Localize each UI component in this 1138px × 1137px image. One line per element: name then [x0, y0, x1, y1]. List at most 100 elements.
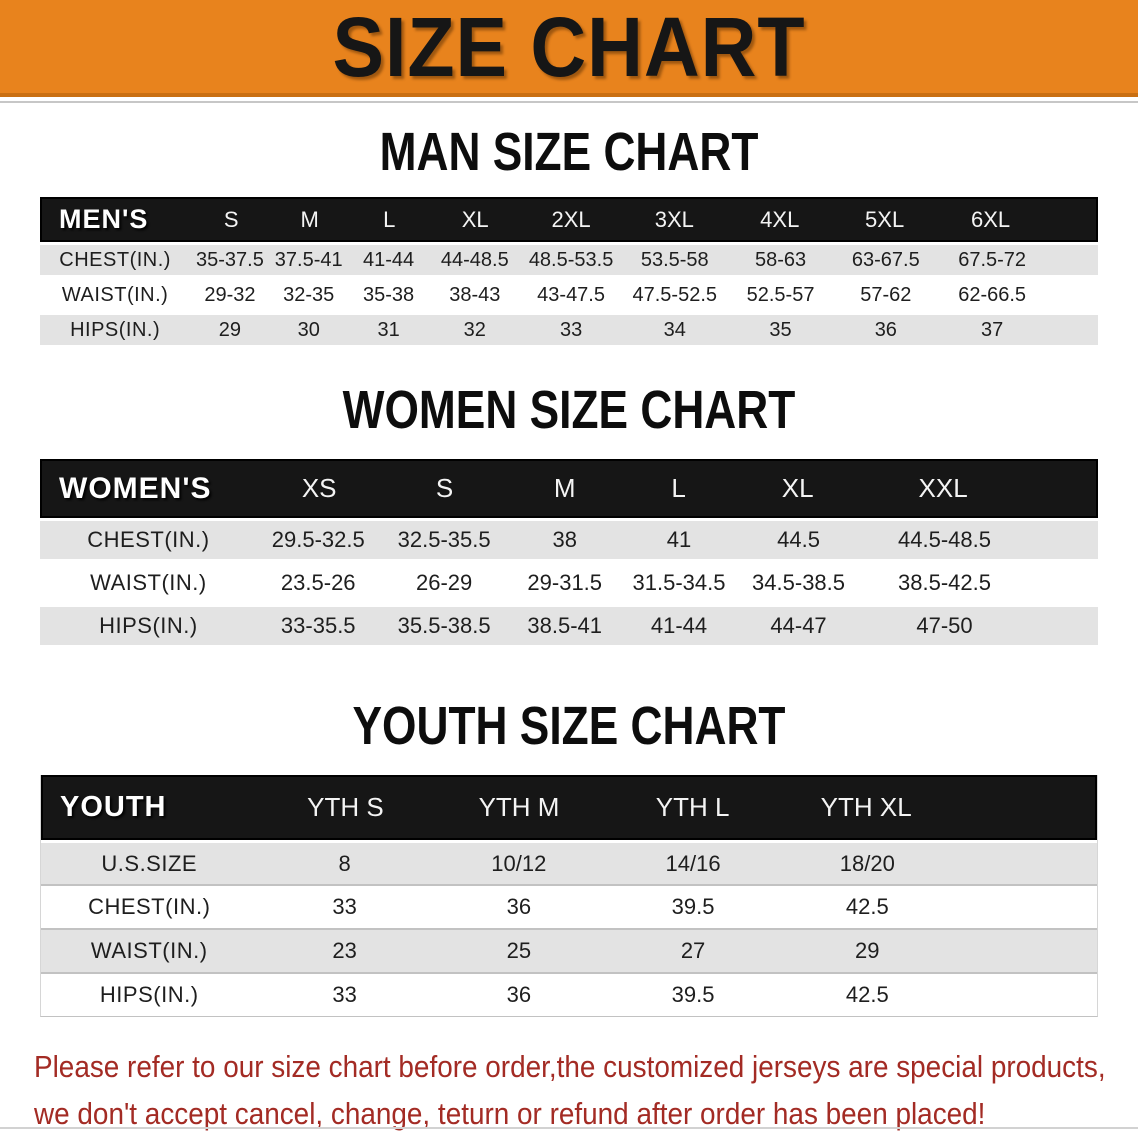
- value-cell: 42.5: [845, 894, 889, 919]
- size-table: YOUTH YTH S YTH M YTH L YTH XL U.S.SIZE 8 10/1…: [40, 775, 1098, 1017]
- value-cell: 67.5-72: [958, 248, 1027, 271]
- value-cell: 33: [332, 894, 357, 919]
- table-header-row: YOUTH YTH S YTH M YTH L YTH XL: [41, 775, 1097, 840]
- column-header-cell: M: [300, 206, 319, 232]
- section-heading: YOUTH SIZE CHART: [352, 696, 786, 756]
- value-cell: 10/12: [491, 850, 547, 876]
- table-header-row: WOMEN'S XS S M L XL XXL: [40, 459, 1098, 518]
- column-header-cell: XXL: [918, 473, 968, 503]
- column-header-cell: YTH XL: [820, 792, 912, 822]
- value-cell: 44.5-48.5: [898, 527, 991, 552]
- column-header-cell: 4XL: [760, 206, 800, 232]
- value-cell: 35-38: [363, 283, 415, 306]
- size-section: YOUTH SIZE CHART YOUTH YTH S YTH M YTH L YTH…: [40, 647, 1098, 1017]
- value-cell: 29.5-32.5: [271, 527, 365, 552]
- row-label-cell: CHEST(IN.): [87, 527, 210, 552]
- value-cell: 39.5: [671, 894, 715, 919]
- table-row: HIPS(IN.) 33-35.5 35.5-38.5 38.5-41 41-44 44-…: [40, 604, 1098, 647]
- value-cell: 18/20: [839, 850, 895, 876]
- row-label-cell: U.S.SIZE: [101, 850, 198, 876]
- row-label-cell: CHEST(IN.): [59, 248, 171, 271]
- column-header-cell: XS: [301, 473, 337, 503]
- column-header-cell: S: [435, 473, 454, 503]
- size-chart-banner: SIZE CHART: [0, 0, 1138, 97]
- value-cell: 58-63: [754, 248, 807, 271]
- value-cell: 42.5: [845, 982, 889, 1007]
- table-row: U.S.SIZE 8 10/12 14/16 18/20: [41, 840, 1097, 884]
- value-cell: 35.5-38.5: [397, 613, 491, 638]
- row-label-cell: WAIST(IN.): [61, 283, 169, 306]
- value-cell: 39.5: [671, 982, 715, 1007]
- column-header-cell: YTH S: [307, 792, 384, 822]
- table-title-cell: MEN'S: [59, 204, 149, 234]
- table-row: CHEST(IN.) 35-37.5 37.5-41 41-44 44-48.5 48.5…: [40, 242, 1098, 277]
- table-row: HIPS(IN.) 33 36 39.5 42.5: [41, 972, 1097, 1016]
- value-cell: 41-44: [650, 613, 708, 638]
- value-cell: 52.5-57: [746, 283, 815, 306]
- value-cell: 38: [552, 527, 577, 552]
- value-cell: 29-32: [204, 283, 256, 306]
- table-row: WAIST(IN.) 23.5-26 26-29 29-31.5 31.5-34.5 34…: [40, 561, 1098, 604]
- table-title-cell: YOUTH: [60, 791, 167, 823]
- value-cell: 44-48.5: [440, 248, 509, 271]
- column-header-cell: 5XL: [865, 206, 905, 232]
- value-cell: 37.5-41: [274, 248, 343, 271]
- value-cell: 29: [218, 318, 242, 341]
- value-cell: 47-50: [916, 613, 973, 638]
- value-cell: 34: [663, 318, 686, 341]
- footer-line-2: we don't accept cancel, change, teturn o…: [34, 1096, 986, 1131]
- value-cell: 32: [463, 318, 486, 341]
- column-header-cell: S: [223, 206, 239, 232]
- footer-note: Please refer to our size chart before or…: [0, 1043, 1138, 1137]
- value-cell: 23: [332, 938, 357, 963]
- column-header-cell: L: [383, 206, 396, 232]
- value-cell: 44-47: [770, 613, 827, 638]
- column-header-cell: YTH L: [655, 792, 730, 822]
- value-cell: 33-35.5: [280, 613, 356, 638]
- value-cell: 62-66.5: [958, 283, 1027, 306]
- value-cell: 37: [981, 318, 1004, 341]
- value-cell: 30: [297, 318, 320, 341]
- value-cell: 34.5-38.5: [752, 570, 846, 595]
- size-table: MEN'S S M L XL 2XL 3XL 4XL 5XL 6XL CHEST(IN.) 35-3…: [40, 197, 1098, 347]
- column-header-cell: XL: [461, 206, 489, 232]
- value-cell: 38.5-42.5: [898, 570, 991, 595]
- row-label-cell: HIPS(IN.): [99, 982, 199, 1007]
- value-cell: 38.5-41: [527, 613, 603, 638]
- size-section: WOMEN SIZE CHART WOMEN'S XS S M L XL XXL CHEST…: [40, 347, 1098, 647]
- column-header-cell: 2XL: [551, 206, 591, 232]
- value-cell: 31: [377, 318, 400, 341]
- value-cell: 48.5-53.5: [528, 248, 614, 271]
- column-header-cell: YTH M: [478, 792, 560, 822]
- row-label-cell: HIPS(IN.): [99, 613, 198, 638]
- section-heading: MAN SIZE CHART: [379, 122, 759, 182]
- banner-divider: [0, 101, 1138, 103]
- value-cell: 53.5-58: [640, 248, 709, 271]
- value-cell: 23.5-26: [280, 570, 356, 595]
- value-cell: 36: [506, 982, 532, 1007]
- table-row: CHEST(IN.) 29.5-32.5 32.5-35.5 38 41 44.5 44.5…: [40, 518, 1098, 561]
- sections: MAN SIZE CHART MEN'S S M L XL 2XL 3XL 4XL 5XL 6XL…: [0, 103, 1138, 1017]
- table-header-row: MEN'S S M L XL 2XL 3XL 4XL 5XL 6XL: [40, 197, 1098, 242]
- value-cell: 36: [506, 894, 532, 919]
- value-cell: 57-62: [860, 283, 912, 306]
- value-cell: 43-47.5: [537, 283, 605, 306]
- column-header-cell: 6XL: [970, 206, 1011, 232]
- table-row: WAIST(IN.) 29-32 32-35 35-38 38-43 43-47.5 47.…: [40, 277, 1098, 312]
- column-header-cell: L: [671, 473, 686, 503]
- value-cell: 44.5: [777, 527, 820, 552]
- value-cell: 14/16: [665, 850, 721, 876]
- value-cell: 26-29: [415, 570, 473, 595]
- value-cell: 27: [680, 938, 706, 963]
- value-cell: 29-31.5: [527, 570, 603, 595]
- column-header-cell: XL: [781, 473, 814, 503]
- value-cell: 41: [666, 527, 692, 552]
- footer-line-1: Please refer to our size chart before or…: [34, 1049, 1106, 1084]
- value-cell: 41-44: [363, 248, 415, 271]
- table-row: CHEST(IN.) 33 36 39.5 42.5: [41, 884, 1097, 928]
- value-cell: 38-43: [449, 283, 501, 306]
- banner-title: SIZE CHART: [332, 0, 806, 94]
- value-cell: 63-67.5: [851, 248, 920, 271]
- size-section: MAN SIZE CHART MEN'S S M L XL 2XL 3XL 4XL 5XL 6XL…: [40, 103, 1098, 347]
- value-cell: 47.5-52.5: [632, 283, 718, 306]
